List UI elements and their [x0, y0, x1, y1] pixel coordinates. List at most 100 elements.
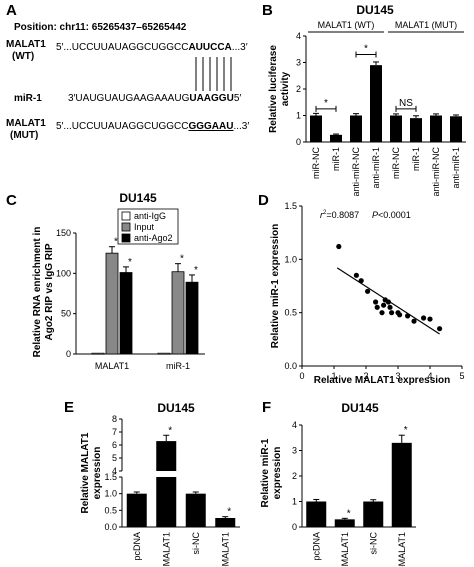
panel-letter-b: B [262, 2, 273, 19]
chart-d-point [353, 272, 359, 278]
chart-d-point [365, 288, 371, 294]
chart-d-point [437, 326, 443, 332]
chart-f-sig-label: * [404, 425, 408, 436]
chart-b-x-tick-label: anti-miR-1 [371, 147, 381, 189]
chart-c-sig-label: * [194, 265, 198, 276]
chart-f-bar [334, 519, 355, 527]
chart-f-x-tick-label: pcDNA [311, 532, 321, 561]
chart-b-sig-label: NS [399, 98, 413, 109]
chart-c-legend-label: Input [134, 222, 155, 232]
chart-c-legend-label: anti-IgG [134, 211, 166, 221]
chart-b-bar [330, 134, 342, 142]
chart-f-bar [363, 501, 384, 527]
chart-d-point [389, 310, 395, 316]
chart-f-x-tick-label: si-MALAT1 [397, 532, 407, 567]
chart-d-x-tick-label: 0 [299, 371, 304, 381]
chart-e-upper-y-tick-label: 5 [112, 453, 117, 463]
chart-e-x-tick-label: si-MALAT1 [220, 532, 230, 567]
chart-d-point [421, 315, 427, 321]
chart-b-bar [310, 115, 322, 142]
chart-d-point [373, 299, 379, 305]
chart-b-group-label: MALAT1 (WT) [318, 20, 375, 30]
chart-d-point [387, 304, 393, 310]
chart-b-x-tick-label: anti-miR-NC [431, 146, 441, 196]
chart-e-title: DU145 [157, 401, 195, 415]
chart-e-x-tick-label: si-NC [191, 532, 201, 555]
chart-e-y-label: expression [92, 447, 103, 500]
chart-d-x-tick-label: 5 [459, 371, 464, 381]
chart-f-y-label: expression [272, 447, 283, 500]
chart-e-lower-y-tick-label: 0.0 [104, 522, 117, 532]
chart-d-p-value: <0.0001 [378, 210, 411, 220]
chart-c-y-tick-label: 50 [61, 309, 71, 319]
chart-d-p-stat: P<0.0001 [372, 210, 411, 220]
chart-d-y-tick-label: 1.0 [284, 254, 297, 264]
chart-f-bar [391, 442, 412, 527]
chart-c-legend-swatch [121, 211, 131, 221]
chart-e-upper-y-tick-label: 6 [112, 440, 117, 450]
chart-f-y-label: Relative miR-1 [260, 438, 271, 507]
chart-e-sig-label: * [168, 425, 172, 436]
chart-b-bar [450, 116, 462, 142]
chart-c-sig-label: * [128, 257, 132, 268]
chart-f-x-tick-label: si-NC [368, 532, 378, 555]
chart-b-x-tick-label: anti-miR-NC [351, 146, 361, 196]
chart-f-x-tick-label: MALAT1 [340, 532, 350, 566]
chart-d-point [374, 304, 380, 310]
chart-f-title: DU145 [341, 401, 379, 415]
chart-d-point [397, 312, 403, 318]
chart-e-bar [215, 518, 236, 527]
chart-b-y-label: Relative luciferase [268, 45, 279, 133]
chart-f-y-tick-label: 2 [292, 471, 297, 481]
chart-e-upper-y-tick-label: 8 [112, 414, 117, 424]
chart-d-point [379, 310, 385, 316]
chart-b-x-tick-label: miR-1 [411, 147, 421, 171]
chart-b-y-tick-label: 0 [296, 137, 301, 147]
chart-d-x-tick-label: 4 [427, 371, 432, 381]
chart-f-bar [306, 501, 327, 527]
chart-e-y-label: Relative MALAT1 [80, 432, 91, 513]
chart-e-upper-y-tick-label: 7 [112, 427, 117, 437]
chart-c-y-tick-label: 100 [56, 268, 71, 278]
chart-f-y-tick-label: 3 [292, 446, 297, 456]
chart-f-sig-label: * [347, 508, 351, 519]
chart-e-lower-y-tick-label: 0.5 [104, 505, 117, 515]
panel-letter-a: A [6, 2, 17, 19]
chart-b-x-tick-label: miR-NC [311, 147, 321, 179]
panel-letter-d: D [258, 192, 269, 209]
chart-b-bar [390, 115, 402, 142]
panel-letter-f: F [262, 399, 272, 416]
chart-c-y-label: Ago2 RIP vs IgG RIP [44, 243, 55, 340]
chart-c-sig-label: * [114, 237, 118, 248]
chart-b-bar [430, 115, 442, 142]
chart-b-bar [370, 65, 382, 142]
chart-f-y-tick-label: 1 [292, 497, 297, 507]
chart-d-r2-value: =0.8087 [326, 210, 359, 220]
chart-e-bar [126, 493, 147, 527]
chart-f-y-tick-label: 4 [292, 420, 297, 430]
chart-d-point [411, 318, 417, 324]
chart-c-y-tick-label: 0 [66, 349, 71, 359]
chart-b-sig-label: * [324, 98, 328, 109]
chart-c-y-label: Relative RNA enrichment in [32, 227, 43, 358]
chart-b-bar [410, 118, 422, 142]
chart-d-x-label: Relative MALAT1 expression [314, 375, 451, 386]
chart-d-trendline [336, 267, 440, 335]
chart-c-legend-label: anti-Ago2 [134, 233, 173, 243]
chart-c-sig-label: * [180, 254, 184, 265]
chart-e-lower-y-tick-label: 1.0 [104, 489, 117, 499]
chart-c-bar [91, 352, 105, 355]
chart-d-p-symbol: P [372, 210, 378, 220]
chart-b-group-label: MALAT1 (MUT) [395, 20, 457, 30]
chart-b-y-tick-label: 2 [296, 84, 301, 94]
chart-c-y-tick-label: 150 [56, 228, 71, 238]
chart-d-y-tick-label: 0.5 [284, 308, 297, 318]
chart-d-r2-stat: r2=0.8087 [320, 210, 359, 220]
chart-d-point [381, 302, 387, 308]
chart-d-y-label: Relative miR-1 expression [270, 224, 281, 349]
chart-d-point [336, 243, 342, 250]
